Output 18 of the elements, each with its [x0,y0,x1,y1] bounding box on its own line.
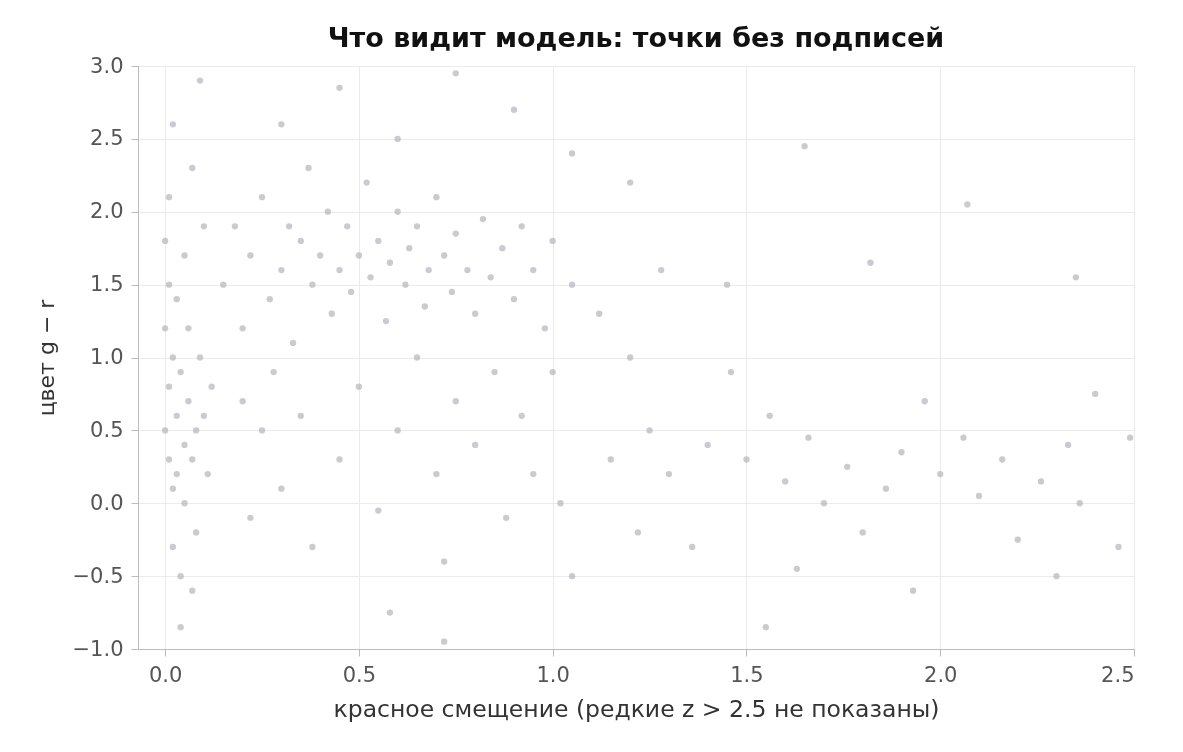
y-tick-label: −1.0 [72,636,124,661]
y-tick-label: 1.5 [90,272,124,297]
chart-title: Что видит модель: точки без подписей [327,22,945,53]
y-tick-label: 1.0 [90,345,124,369]
x-tick-label: 0.5 [342,662,377,687]
x-axis-title: красное смещение (редкие z > 2.5 не показаны) [333,694,940,723]
y-tick-label: 2.0 [90,199,124,224]
y-tick-label: 0.0 [90,490,124,515]
x-tick-label: 1.5 [730,662,764,687]
x-tick-label: 2.0 [924,662,958,687]
x-tick-label: 0.0 [148,662,183,687]
y-tick-label: 0.5 [90,417,124,442]
x-tick-label: 2.5 [1101,662,1135,687]
y-tick-label: 3.0 [90,53,124,78]
y-axis-title: цвет g − r [33,298,59,417]
y-tick-label: 2.5 [90,126,124,151]
x-tick-label: 1.0 [536,662,570,687]
y-tick-label: −0.5 [72,563,124,588]
